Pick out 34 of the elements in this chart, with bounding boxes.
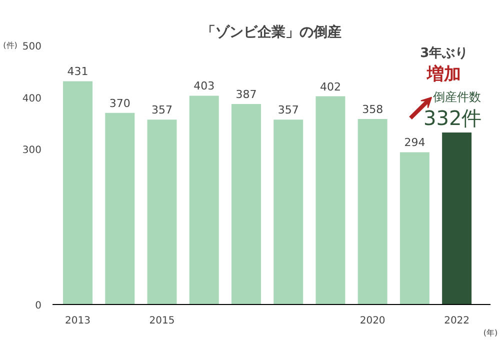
annotation: 332件 [424, 106, 482, 130]
bar [442, 132, 472, 304]
bar [63, 81, 93, 304]
bar [274, 120, 304, 304]
x-axis-title: (年) [483, 328, 498, 338]
data-label: 358 [362, 103, 384, 116]
y-tick-label: 500 [22, 42, 42, 52]
x-tick-label: 2013 [65, 316, 90, 326]
bar [316, 96, 346, 304]
bar [358, 119, 388, 304]
bar [147, 120, 177, 304]
data-label: 387 [236, 88, 257, 102]
bar [231, 104, 261, 304]
bar [105, 112, 135, 304]
chart-title: 「ゾンビ企業」の倒産 [202, 24, 342, 40]
data-label: 403 [194, 80, 215, 93]
y-tick-label: 300 [22, 145, 42, 156]
x-tick-label: 2022 [444, 316, 470, 326]
data-label: 357 [278, 104, 299, 117]
y-tick-label: 0 [35, 300, 42, 312]
data-label: 357 [152, 104, 172, 117]
data-label: 431 [67, 65, 88, 78]
data-label: 370 [109, 96, 130, 110]
bar [189, 96, 219, 304]
x-tick-label: 2020 [360, 316, 386, 326]
data-label: 402 [320, 80, 341, 94]
y-tick-label: 400 [22, 93, 42, 104]
annotation: 増加 [426, 63, 462, 84]
annotation: 3年ぶり [420, 46, 468, 62]
bar [400, 152, 430, 304]
annotation: 倒産件数 [432, 90, 481, 104]
x-tick-label: 2015 [149, 316, 175, 326]
data-label: 294 [404, 136, 426, 150]
y-axis-title: (件) [3, 41, 18, 50]
